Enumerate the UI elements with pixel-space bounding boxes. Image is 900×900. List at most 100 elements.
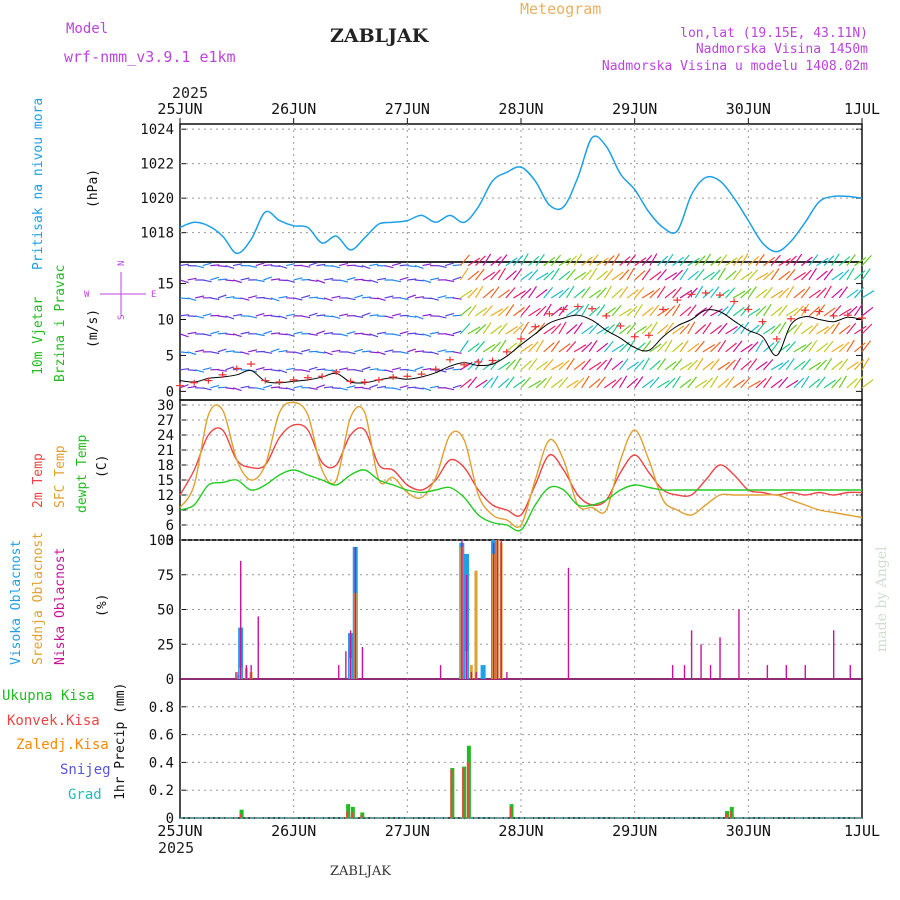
wind-barb (763, 256, 776, 267)
low-cloud-bar (465, 574, 468, 679)
wind-barb (528, 380, 542, 389)
wind-barb (535, 339, 544, 353)
wind-barb (528, 307, 541, 317)
mid-cloud-bar (474, 570, 478, 679)
wind-barb (520, 253, 529, 266)
wind-barb (528, 286, 537, 299)
wind-barb (785, 255, 797, 267)
wind-barb (278, 265, 288, 269)
wind-barb (459, 267, 469, 281)
wind-barb (611, 321, 621, 335)
wind-barb (376, 331, 387, 335)
wind-barb (513, 379, 526, 389)
wind-barb (535, 288, 548, 299)
wind-barb (861, 306, 874, 317)
wind-barb (467, 342, 480, 353)
wind-barb (490, 324, 503, 335)
wind-barb (641, 290, 655, 299)
wind-barb (520, 271, 533, 281)
wind-barb (179, 384, 189, 389)
wind-barb (392, 333, 402, 337)
wind-barb (535, 253, 545, 266)
low-cloud-bar (461, 540, 463, 679)
wind-barb (490, 286, 500, 299)
wind-barb (452, 330, 462, 335)
temp-unit: (C) (95, 455, 110, 478)
wind-barb (512, 268, 523, 281)
wind-barb (308, 296, 318, 299)
wind-barb (618, 375, 628, 389)
wind-barb (596, 257, 609, 267)
wind-barb (263, 368, 273, 371)
wind-barb (763, 286, 773, 299)
wind-barb (505, 257, 518, 267)
wind-barb (361, 366, 371, 371)
wind-barb (414, 315, 424, 320)
low-cloud-bar (250, 665, 252, 679)
wind-barb (399, 297, 409, 301)
meteogram-title: Meteogram (520, 0, 601, 18)
wind-barb (770, 306, 783, 317)
wind-barb (596, 376, 606, 389)
wind-barb (581, 256, 593, 267)
wind-barb (528, 341, 539, 353)
wind-barb (361, 265, 371, 270)
wind-barb (505, 325, 519, 335)
precipitation-panel: 0 0.2 0.4 0.6 0.8 (149, 700, 862, 827)
bottom-day-label: 29JUN (612, 822, 657, 840)
wind-barb (323, 351, 333, 356)
wind-barb (308, 366, 318, 371)
wind-barb (407, 315, 417, 318)
wind-barb (354, 369, 364, 373)
wind-barb (732, 306, 745, 317)
wind-label-2: Brzina i Pravac (53, 265, 68, 382)
wind-barb (278, 349, 288, 353)
wind-barb (725, 342, 737, 353)
wind-barb (702, 377, 714, 389)
wind-barb (316, 314, 326, 317)
y-tick-label: 27 (157, 413, 174, 429)
wind-barb (179, 314, 189, 317)
wind-barb (785, 340, 797, 353)
wind-barb (634, 325, 647, 335)
y-tick-label: 24 (157, 428, 174, 444)
wind-barb (323, 297, 333, 302)
wind-barb (717, 267, 726, 281)
wind-barb (331, 295, 341, 299)
wind-barb (679, 340, 689, 353)
wind-barb (195, 349, 205, 353)
wind-barb (846, 289, 859, 299)
wind-barb (785, 357, 795, 371)
low-cloud-bar (709, 665, 712, 679)
wind-barb (422, 333, 432, 338)
wind-barb (740, 360, 752, 371)
wind-barb (611, 360, 624, 371)
station-title: ZABLJAK (330, 25, 430, 47)
wind-barb (361, 312, 371, 317)
wind-barb (725, 257, 738, 267)
wind-barb (717, 339, 727, 353)
wind-barb (384, 349, 394, 353)
wind-barb (179, 351, 190, 354)
y-tick-label: 15 (157, 473, 174, 489)
snow-label: Snijeg (60, 762, 111, 778)
wind-barb (656, 285, 666, 299)
wind-barb (709, 286, 720, 299)
wind-barb (581, 325, 594, 335)
wind-barb (785, 268, 796, 281)
top-day-label: 25JUN (157, 100, 202, 118)
compass-icon: N W E S (84, 261, 156, 320)
wind-barb (187, 297, 197, 301)
wind-barb (748, 307, 761, 317)
wind-barb (861, 290, 875, 299)
wind-barb (838, 375, 848, 389)
wind-barb (694, 357, 704, 371)
wind-barb (437, 265, 447, 268)
wind-barb (225, 315, 235, 320)
wind-barb (429, 297, 439, 301)
wind-barb (838, 358, 849, 371)
wind-barb (649, 343, 662, 353)
wind-barb (838, 286, 848, 299)
wind-barb (785, 324, 798, 335)
